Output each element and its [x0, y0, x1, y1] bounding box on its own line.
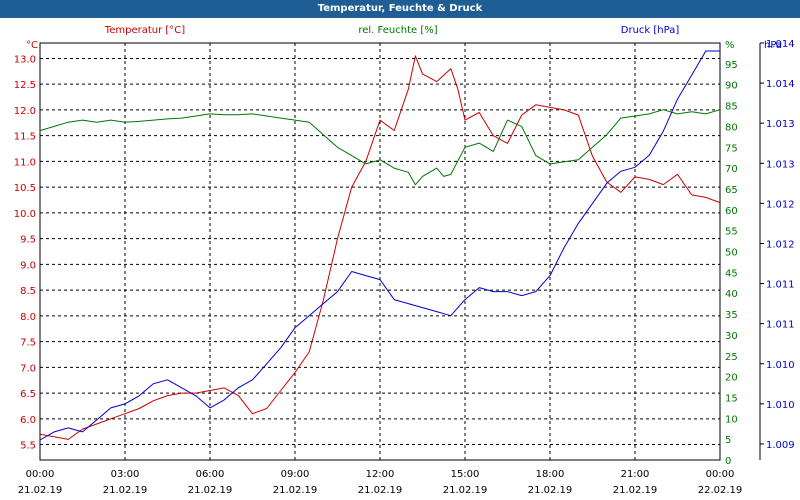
- y-tick-temperature-label: 7.5: [20, 338, 36, 349]
- y-tick-humidity-label: 25: [725, 352, 738, 363]
- y-tick-temperature-label: 12.5: [14, 80, 36, 91]
- y-tick-humidity-label: 30: [725, 331, 738, 342]
- x-tick-time-label: 00:00: [706, 469, 735, 480]
- y-tick-temperature-label: 10.5: [14, 183, 36, 194]
- temperature-unit-label: °C: [26, 40, 38, 51]
- y-tick-pressure-label: 1.013: [766, 159, 795, 170]
- y-tick-pressure-label: 1.011: [766, 280, 795, 291]
- y-tick-humidity-label: 10: [725, 414, 738, 425]
- y-tick-pressure-label: 1.012: [766, 239, 795, 250]
- y-tick-temperature-label: 10.0: [14, 209, 36, 220]
- x-tick-time-label: 09:00: [281, 469, 310, 480]
- y-tick-humidity-label: 0: [725, 456, 731, 467]
- x-tick-date-label: 21.02.19: [358, 485, 403, 496]
- chart-title: Temperatur, Feuchte & Druck: [0, 0, 800, 18]
- series-line-temperature: [39, 55, 721, 440]
- y-tick-pressure-label: 1.010: [766, 400, 795, 411]
- y-tick-humidity-label: 15: [725, 393, 738, 404]
- y-tick-temperature-label: 8.5: [20, 286, 36, 297]
- y-tick-temperature-label: 5.5: [20, 441, 36, 452]
- y-tick-pressure-label: 1.013: [766, 119, 795, 130]
- y-tick-temperature-label: 6.5: [20, 389, 36, 400]
- y-tick-humidity-label: 20: [725, 373, 738, 384]
- x-tick-time-label: 15:00: [451, 469, 480, 480]
- y-tick-temperature-label: 13.0: [14, 54, 36, 65]
- y-tick-temperature-label: 12.0: [14, 106, 36, 117]
- y-tick-pressure-label: 1.014: [766, 39, 795, 50]
- y-tick-humidity-label: 50: [725, 248, 738, 259]
- series-line-pressure: [39, 50, 720, 441]
- y-tick-pressure-label: 1.009: [766, 440, 795, 451]
- x-tick-date-label: 21.02.19: [528, 485, 573, 496]
- y-tick-temperature-label: 11.0: [14, 157, 36, 168]
- y-tick-temperature-label: 9.0: [20, 260, 36, 271]
- x-tick-time-label: 06:00: [196, 469, 225, 480]
- series-line-humidity: [39, 109, 721, 186]
- y-tick-humidity-label: 90: [725, 81, 738, 92]
- x-tick-time-label: 12:00: [366, 469, 395, 480]
- x-tick-time-label: 21:00: [621, 469, 650, 480]
- y-tick-pressure-label: 1.012: [766, 199, 795, 210]
- y-tick-temperature-label: 9.5: [20, 235, 36, 246]
- pressure-legend-label: Druck [hPa]: [621, 25, 680, 36]
- y-tick-pressure-label: 1.011: [766, 320, 795, 331]
- y-tick-humidity-label: 35: [725, 310, 738, 321]
- y-tick-humidity-label: 70: [725, 164, 738, 175]
- y-tick-temperature-label: 8.0: [20, 312, 36, 323]
- y-tick-humidity-label: 85: [725, 102, 738, 113]
- humidity-unit-label: %: [725, 40, 735, 51]
- x-tick-time-label: 18:00: [536, 469, 565, 480]
- y-tick-humidity-label: 5: [725, 435, 731, 446]
- x-tick-time-label: 00:00: [26, 469, 55, 480]
- x-tick-date-label: 21.02.19: [103, 485, 148, 496]
- x-tick-date-label: 21.02.19: [443, 485, 488, 496]
- x-tick-date-label: 22.02.19: [698, 485, 743, 496]
- plot-area: [39, 42, 721, 461]
- y-tick-temperature-label: 7.0: [20, 363, 36, 374]
- x-tick-date-label: 21.02.19: [273, 485, 318, 496]
- y-tick-humidity-label: 40: [725, 289, 738, 300]
- y-tick-humidity-label: 60: [725, 206, 738, 217]
- y-tick-humidity-label: 80: [725, 122, 738, 133]
- humidity-legend-label: rel. Feuchte [%]: [358, 25, 437, 36]
- y-tick-temperature-label: 11.5: [14, 132, 36, 143]
- y-tick-humidity-label: 95: [725, 60, 738, 71]
- y-tick-humidity-label: 65: [725, 185, 738, 196]
- y-tick-humidity-label: 45: [725, 268, 738, 279]
- y-tick-temperature-label: 6.0: [20, 415, 36, 426]
- y-tick-humidity-label: 75: [725, 143, 738, 154]
- x-tick-date-label: 21.02.19: [18, 485, 63, 496]
- pressure-unit-label: hPa: [764, 40, 782, 51]
- y-tick-pressure-label: 1.014: [766, 79, 795, 90]
- x-tick-date-label: 21.02.19: [613, 485, 658, 496]
- x-tick-date-label: 21.02.19: [188, 485, 233, 496]
- y-tick-pressure-label: 1.010: [766, 360, 795, 371]
- temperature-legend-label: Temperatur [°C]: [104, 25, 185, 36]
- y-tick-humidity-label: 55: [725, 227, 738, 238]
- x-tick-time-label: 03:00: [111, 469, 140, 480]
